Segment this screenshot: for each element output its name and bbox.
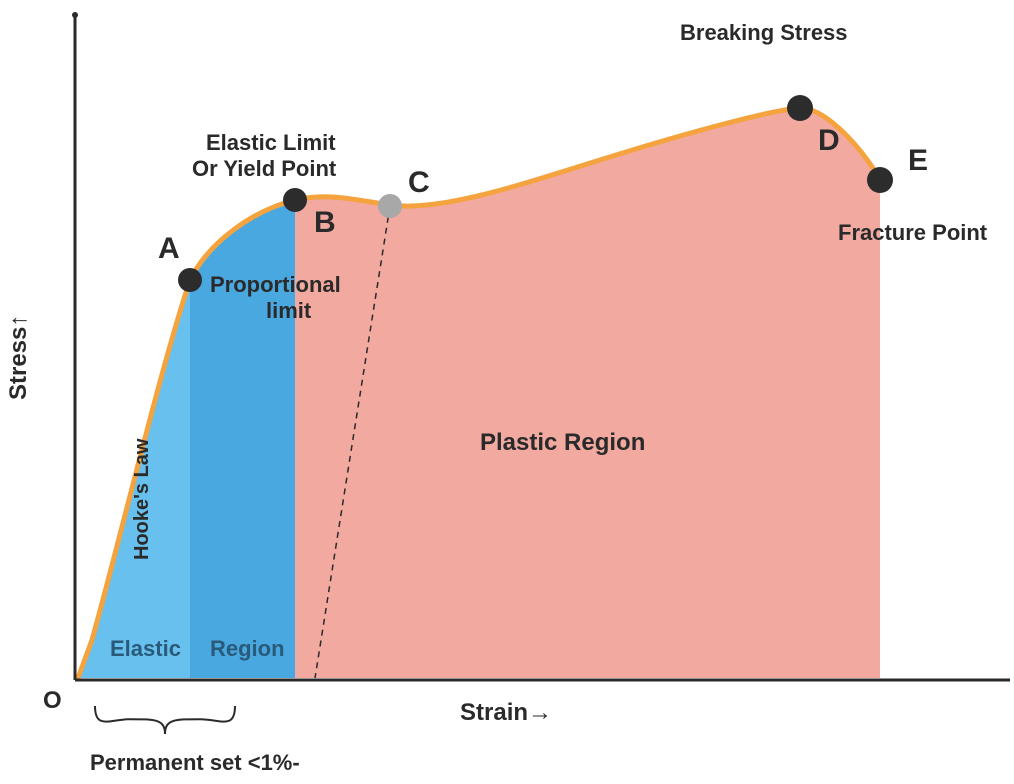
elastic-limit-label-line2: Or Yield Point xyxy=(192,156,337,181)
right-arrow-icon: → xyxy=(528,699,552,726)
elastic-limit-label-line1: Elastic Limit xyxy=(206,130,336,155)
point-a-label: A xyxy=(158,232,180,265)
point-e xyxy=(867,167,893,193)
y-axis-tip-marker xyxy=(72,12,78,18)
up-arrow-icon: ↑ xyxy=(5,315,32,327)
elastic-region-label-1: Elastic xyxy=(110,636,181,661)
origin-label: O xyxy=(43,687,62,714)
proportional-limit-label-line1: Proportional xyxy=(210,272,341,297)
x-axis-label-text: Strain xyxy=(460,699,528,726)
point-d xyxy=(787,95,813,121)
point-a xyxy=(178,268,202,292)
point-b xyxy=(283,188,307,212)
permanent-set-label: Permanent set <1%- xyxy=(90,750,300,775)
proportional-limit-label-line2: limit xyxy=(266,298,312,323)
y-axis-label-text: Stress xyxy=(5,327,32,400)
point-c xyxy=(378,194,402,218)
fracture-point-label: Fracture Point xyxy=(838,220,988,245)
point-c-label: C xyxy=(408,166,430,199)
elastic-region-label-2: Region xyxy=(210,636,285,661)
breaking-stress-label: Breaking Stress xyxy=(680,20,848,45)
plastic-region-label: Plastic Region xyxy=(480,429,645,456)
x-axis-label: Strain→ xyxy=(460,699,552,726)
point-b-label: B xyxy=(314,206,336,239)
permanent-set-brace xyxy=(95,706,235,734)
hookes-law-label: Hooke's Law xyxy=(131,438,153,560)
point-d-label: D xyxy=(818,124,840,157)
y-axis-label: Stress↑ xyxy=(5,315,32,400)
plastic-region-fill xyxy=(295,108,880,678)
stress-strain-diagram: A B C D E Breaking Stress Elastic Limit … xyxy=(0,0,1014,784)
point-e-label: E xyxy=(908,144,928,177)
